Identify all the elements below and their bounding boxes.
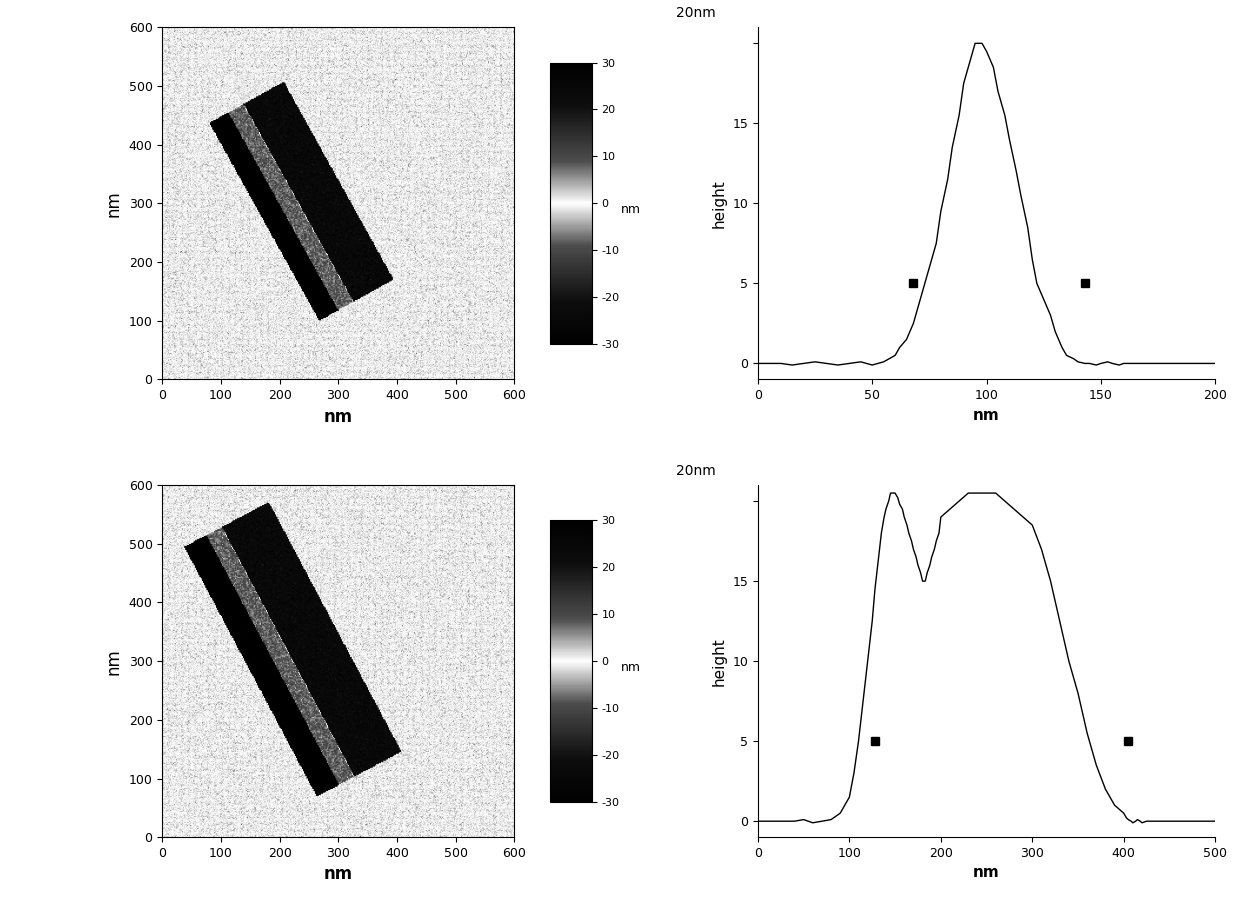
Text: 20nm: 20nm (676, 6, 715, 20)
Y-axis label: nm: nm (105, 648, 123, 674)
X-axis label: nm: nm (973, 865, 999, 881)
X-axis label: nm: nm (324, 865, 353, 884)
X-axis label: nm: nm (324, 408, 353, 426)
Y-axis label: height: height (712, 179, 727, 228)
Y-axis label: nm: nm (621, 662, 641, 674)
X-axis label: nm: nm (973, 408, 999, 423)
Text: 20nm: 20nm (676, 464, 715, 478)
Y-axis label: nm: nm (621, 203, 641, 217)
Y-axis label: nm: nm (105, 190, 123, 217)
Y-axis label: height: height (712, 637, 727, 685)
